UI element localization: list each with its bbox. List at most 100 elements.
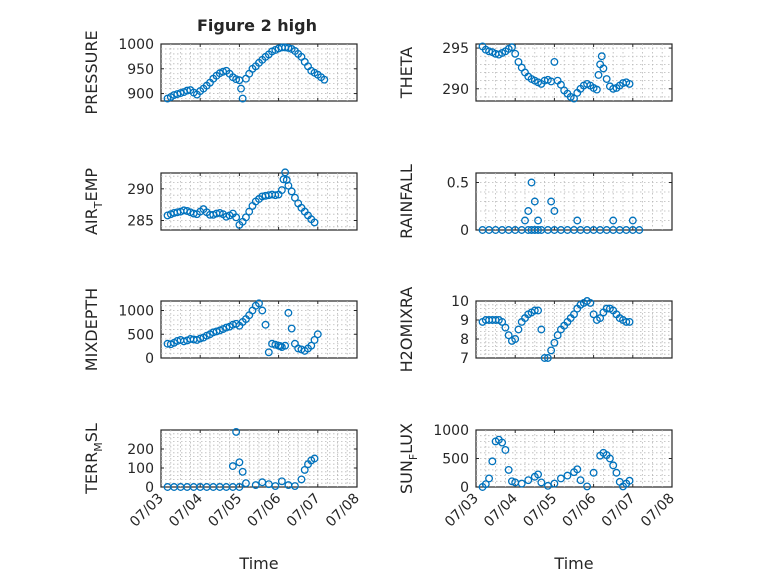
chart-5-point (281, 341, 290, 350)
chart-5-point (264, 348, 273, 357)
chart-6-point (589, 310, 598, 319)
chart-5-point (255, 299, 263, 308)
chart-8-xtick-label: 07/05 (520, 491, 560, 531)
chart-1-point (176, 89, 185, 98)
chart-2-point (602, 75, 611, 83)
chart-6-ytick-label: 9 (460, 313, 469, 329)
chart-7-xlabel: Time (238, 554, 278, 573)
chart-2-ylabel: THETA (397, 47, 416, 99)
chart-4-point (628, 216, 637, 225)
chart-8-point (625, 476, 634, 485)
chart-7-xtick-label: 07/05 (205, 491, 245, 531)
chart-5-point (284, 308, 293, 317)
chart-8-xtick-label: 07/06 (560, 490, 600, 530)
chart-4: 0 0.5 RAINFALL (397, 164, 673, 239)
chart-5-point (313, 330, 322, 339)
chart-7-point (241, 479, 250, 488)
chart-8-point (504, 465, 513, 474)
chart-1-point (320, 75, 329, 84)
chart-5-point (212, 327, 221, 336)
chart-7-ytick-label: 100 (127, 461, 154, 477)
chart-7-point (235, 483, 244, 491)
chart-6-ytick-label: 7 (460, 351, 469, 367)
chart-8-xtick-label: 07/08 (638, 491, 678, 531)
chart-8-point (501, 446, 510, 454)
chart-5-point (310, 336, 319, 344)
chart-5: 0 500 1000 MIXDEPTH (82, 288, 358, 371)
chart-3-point (290, 193, 299, 202)
chart-5-point (294, 344, 303, 353)
chart-8-point (534, 470, 543, 479)
chart-7-point (297, 475, 306, 484)
chart-7-point (310, 454, 319, 463)
chart-7-point (300, 465, 309, 474)
chart-8-ytick-label: 1000 (433, 423, 469, 439)
chart-2-point (597, 52, 606, 61)
chart-1-ytick-label: 950 (127, 62, 154, 78)
chart-2-point (625, 79, 634, 88)
chart-6-point (547, 346, 556, 355)
chart-8-ytick-label: 500 (442, 452, 469, 468)
chart-6-point (543, 354, 552, 362)
chart-8-point (537, 478, 546, 487)
chart-3-point (281, 168, 290, 177)
chart-2-point (592, 85, 601, 94)
chart-3-point (287, 187, 296, 196)
chart-5-point (287, 324, 296, 333)
chart-8-point (573, 465, 582, 474)
chart-5-ylabel: MIXDEPTH (82, 288, 101, 371)
chart-2-point (514, 57, 523, 66)
chart-7-point (228, 462, 237, 471)
chart-6-point (530, 306, 539, 315)
chart-8-xtick-label: 07/03 (442, 491, 482, 531)
chart-3-point (271, 191, 280, 200)
chart-6-point (625, 317, 634, 326)
chart-6-point (534, 306, 543, 315)
chart-2-point (550, 57, 559, 66)
chart-7-point (251, 481, 260, 490)
chart-3-point (232, 213, 241, 222)
chart-8-point (488, 457, 497, 466)
chart-6-point (540, 354, 549, 362)
chart-6-point (586, 298, 595, 307)
chart-6-point (498, 317, 507, 326)
chart-5-point (271, 340, 280, 349)
figure-title: Figure 2 high (197, 16, 317, 35)
chart-2-ytick-label: 290 (442, 82, 469, 98)
chart-6-ylabel: H2OMIXRA (397, 287, 416, 373)
chart-4-ytick-label: 0.5 (447, 176, 469, 192)
chart-6-point (622, 317, 631, 326)
chart-2-point (511, 49, 520, 58)
chart-4-point (609, 216, 618, 225)
chart-7-point (290, 482, 299, 490)
chart-3-ytick-label: 285 (127, 214, 154, 230)
chart-8-point (556, 474, 565, 483)
chart-1-ytick-label: 900 (127, 87, 154, 103)
chart-5-ytick-label: 500 (127, 327, 154, 343)
chart-8-point (550, 479, 559, 488)
chart-2: 290 295 THETA (397, 41, 673, 103)
chart-8-point (612, 468, 621, 477)
chart-1-point (238, 94, 247, 103)
chart-8-point (563, 471, 572, 480)
chart-7-xtick-label: 07/08 (323, 491, 363, 531)
chart-7-ylabel: TERRMSL (82, 423, 105, 495)
chart-6-point (511, 335, 520, 343)
chart-1: 900 950 1000 PRESSURE (82, 30, 358, 115)
chart-6-ytick-label: 8 (460, 332, 469, 348)
chart-7-point (277, 477, 286, 486)
chart-5-point (258, 306, 267, 315)
chart-5-point (196, 334, 205, 343)
chart-7-point (232, 427, 241, 436)
chart-5-point (222, 323, 231, 332)
chart-7: 0 100 200 07/03 07/04 07/05 07/06 07/07 07/08 TER… (82, 423, 363, 573)
chart-6-point (501, 323, 510, 332)
chart-2-point (594, 70, 603, 79)
chart-8-point (576, 476, 585, 485)
chart-7-xtick-label: 07/06 (245, 490, 285, 530)
chart-3: 285 290 AIRTEMP (82, 168, 358, 235)
chart-2-point (570, 94, 578, 103)
chart-8-point (485, 474, 494, 483)
chart-4-point (521, 216, 529, 225)
chart-8-ylabel: SUNFLUX (397, 423, 420, 494)
